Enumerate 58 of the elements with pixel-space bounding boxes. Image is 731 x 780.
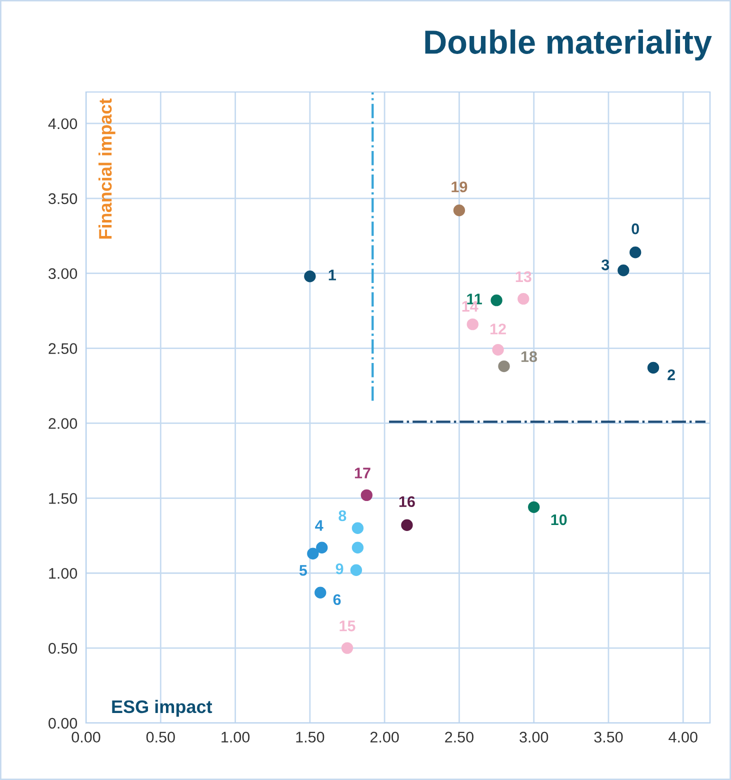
- point: [466, 318, 478, 330]
- y-tick-label: 2.00: [48, 418, 78, 429]
- x-tick-label: 0.00: [72, 732, 100, 743]
- point: [490, 294, 502, 306]
- point: [498, 360, 510, 372]
- point: [314, 586, 326, 598]
- y-axis-title: Financial impact: [98, 98, 116, 239]
- y-tick-label: 3.00: [48, 268, 78, 280]
- x-tick-label: 1.50: [296, 732, 324, 743]
- point: [304, 270, 316, 282]
- series-label: 5: [299, 565, 308, 576]
- point: [492, 344, 504, 356]
- y-tick-label: 3.50: [48, 193, 78, 204]
- point: [518, 292, 530, 305]
- series-label: 16: [399, 496, 415, 508]
- series-label: 4: [315, 520, 324, 531]
- x-tick-label: 4.00: [668, 732, 698, 743]
- x-tick-label: 2.50: [445, 732, 474, 743]
- point: [401, 519, 413, 531]
- point: [352, 542, 364, 554]
- x-tick-label: 3.50: [594, 732, 623, 743]
- point: [316, 542, 328, 554]
- y-tick-label: 1.00: [49, 568, 78, 579]
- point: [647, 362, 660, 374]
- chart-title: Double materiality: [425, 29, 712, 61]
- point: [360, 489, 372, 502]
- point: [341, 642, 354, 654]
- series-label: 12: [490, 324, 506, 334]
- y-tick-label: 0.50: [48, 642, 78, 654]
- series-label: 8: [338, 510, 346, 522]
- y-tick-label: 4.00: [48, 118, 78, 130]
- y-tick-label: 2.50: [48, 343, 78, 354]
- series-label: 9: [336, 563, 344, 574]
- series-label: 17: [354, 468, 370, 478]
- y-tick-label: 1.50: [49, 493, 78, 504]
- series-label: 19: [452, 181, 468, 192]
- y-tick-label: 0.00: [48, 718, 78, 729]
- point: [352, 522, 364, 534]
- x-tick-label: 3.00: [520, 732, 548, 743]
- series-label: 13: [516, 271, 532, 282]
- point: [618, 264, 630, 276]
- series-label: 10: [551, 514, 567, 526]
- series-label: 15: [340, 620, 356, 632]
- x-tick-label: 0.50: [146, 732, 175, 743]
- point: [453, 204, 466, 216]
- series-label: 18: [521, 351, 538, 362]
- point: [528, 501, 540, 514]
- point: [307, 548, 319, 560]
- point: [350, 564, 362, 576]
- x-tick-label: 2.00: [370, 732, 399, 743]
- series-label: 3: [601, 259, 610, 270]
- x-axis-title: ESG impact: [112, 700, 212, 717]
- series-label: 2: [668, 369, 675, 380]
- x-tick-label: 1.00: [222, 732, 250, 743]
- series-label: 0: [632, 223, 639, 234]
- series-label: 1: [328, 270, 336, 280]
- point: [630, 246, 642, 258]
- series-label: 6: [333, 594, 341, 606]
